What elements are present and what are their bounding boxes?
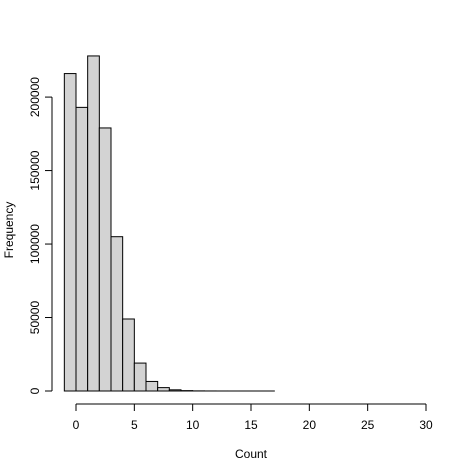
x-axis-ticks: 0 5 10 15 20 25 30 <box>73 404 433 432</box>
y-axis-title: Frequency <box>2 202 16 259</box>
histogram-bar <box>64 74 76 391</box>
histogram-bar <box>88 56 100 391</box>
y-axis-tick-label: 150000 <box>28 150 42 190</box>
x-axis-tick-label: 30 <box>419 418 433 432</box>
histogram-bar <box>146 381 158 391</box>
x-axis-tick-label: 0 <box>73 418 80 432</box>
histogram-bars <box>64 56 274 391</box>
x-axis-tick-label: 25 <box>361 418 375 432</box>
y-axis-ticks: 0 50000 100000 150000 200000 <box>28 77 52 395</box>
histogram-bar <box>134 363 146 391</box>
y-axis-tick-label: 50000 <box>28 301 42 335</box>
y-axis-tick-label: 0 <box>28 387 42 394</box>
x-axis-tick-label: 5 <box>131 418 138 432</box>
x-axis-tick-label: 15 <box>244 418 258 432</box>
histogram-bar <box>111 237 123 391</box>
y-axis-tick-label: 100000 <box>28 224 42 264</box>
histogram-bar <box>76 107 88 391</box>
histogram-bar <box>99 128 111 391</box>
x-axis-title: Count <box>235 447 268 461</box>
histogram-bar <box>123 319 135 391</box>
histogram-bar <box>169 390 181 391</box>
histogram-bar <box>158 388 170 391</box>
x-axis-tick-label: 10 <box>186 418 200 432</box>
y-axis-tick-label: 200000 <box>28 77 42 117</box>
x-axis-tick-label: 20 <box>303 418 317 432</box>
